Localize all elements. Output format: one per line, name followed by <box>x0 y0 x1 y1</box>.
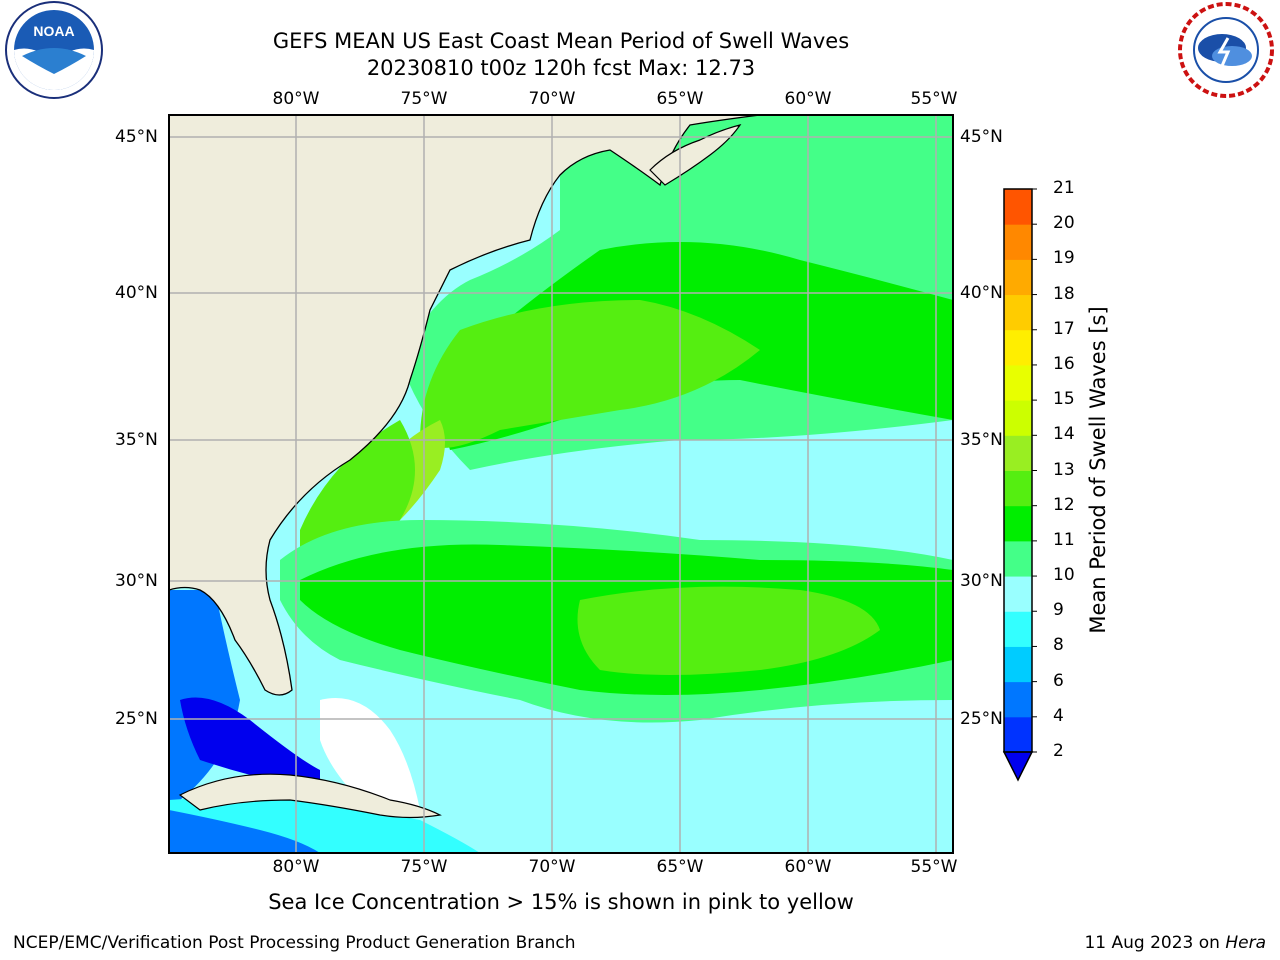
colorbar-tick-label: 8 <box>1053 635 1064 656</box>
colorbar-segment <box>1004 364 1032 401</box>
lat-label-right: 25°N <box>960 709 1003 729</box>
colorbar-extend-arrow <box>1002 751 1034 782</box>
lat-label-left: 25°N <box>115 709 158 729</box>
colorbar-segment <box>1004 400 1032 436</box>
field-bahamas-white <box>320 698 420 814</box>
map-area <box>169 115 953 853</box>
colorbar-title: Mean Period of Swell Waves [s] <box>1086 306 1110 634</box>
lon-label-bottom: 75°W <box>400 857 448 877</box>
ice-note: Sea Ice Concentration > 15% is shown in … <box>268 890 854 914</box>
field-band-north-12 <box>420 300 760 448</box>
map-frame <box>168 114 954 854</box>
colorbar-tick-label: 2 <box>1053 741 1064 761</box>
lon-label-bottom: 70°W <box>528 857 576 877</box>
lon-label-bottom: 60°W <box>784 857 832 877</box>
lat-label-right: 45°N <box>960 127 1003 147</box>
lon-label-top: 60°W <box>784 89 832 109</box>
field-caribbean-blue <box>169 810 320 853</box>
lat-label-right: 35°N <box>960 430 1003 450</box>
lat-label-left: 30°N <box>115 571 158 591</box>
colorbar-segment <box>1004 259 1032 296</box>
lat-label-left: 35°N <box>115 430 158 450</box>
land-cuba <box>178 773 442 819</box>
colorbar-segment <box>1004 505 1032 542</box>
date-stamp: 11 Aug 2023 on Hera <box>1084 933 1266 953</box>
colorbar-tick-label: 21 <box>1053 178 1075 198</box>
colorbar-segment <box>1004 329 1032 366</box>
colorbar-tick-label: 10 <box>1053 565 1075 586</box>
chart-title: GEFS MEAN US East Coast Mean Period of S… <box>272 29 850 53</box>
colorbar-tick-label: 11 <box>1053 529 1075 550</box>
colorbar-tick-label: 4 <box>1053 705 1064 726</box>
colorbar-segment <box>1004 716 1032 753</box>
lon-label-bottom: 55°W <box>910 857 958 877</box>
colorbar-segment <box>1004 681 1032 718</box>
nws-logo <box>1178 2 1274 98</box>
lon-label-bottom: 65°W <box>656 857 704 877</box>
machine-name: Hera <box>1225 933 1266 953</box>
lon-label-top: 70°W <box>528 89 576 109</box>
field-band-south-12 <box>577 586 880 675</box>
colorbar-tick-label: 12 <box>1053 494 1075 515</box>
lon-label-bottom: 80°W <box>272 857 320 877</box>
colorbar-segment <box>1004 435 1032 471</box>
colorbar-segment <box>1004 540 1032 577</box>
lat-label-right: 40°N <box>960 283 1003 303</box>
lon-label-top: 65°W <box>656 89 704 109</box>
colorbar-segment <box>1004 470 1032 507</box>
svg-text:NOAA: NOAA <box>33 23 74 39</box>
lat-label-left: 40°N <box>115 283 158 303</box>
colorbar-tick-label: 20 <box>1053 213 1075 234</box>
land-nova-scotia <box>649 124 742 186</box>
colorbar-segment <box>1004 611 1032 647</box>
colorbar-tick-label: 18 <box>1053 283 1075 304</box>
colorbar-tick-label: 16 <box>1053 353 1075 374</box>
credit-text: NCEP/EMC/Verification Post Processing Pr… <box>13 933 576 953</box>
colorbar-tick-label: 13 <box>1053 459 1075 480</box>
lat-label-right: 30°N <box>960 571 1003 591</box>
field-gulf-blue <box>180 697 320 790</box>
colorbar-tick-label: 15 <box>1053 389 1075 410</box>
colorbar-tick-label: 6 <box>1053 670 1064 691</box>
colorbar-segment <box>1004 646 1032 683</box>
colorbar-segment <box>1004 294 1032 331</box>
colorbar-segment <box>1004 189 1032 225</box>
gridlines <box>169 115 953 853</box>
colorbar-tick-label: 14 <box>1053 424 1075 445</box>
date-text: 11 Aug 2023 on <box>1084 933 1220 953</box>
colorbar-tick-label: 9 <box>1053 600 1064 621</box>
colorbar-tick-label: 19 <box>1053 248 1075 269</box>
lon-label-top: 75°W <box>400 89 448 109</box>
colorbar-segment <box>1004 576 1032 612</box>
lon-label-top: 55°W <box>910 89 958 109</box>
lon-label-top: 80°W <box>272 89 320 109</box>
chart-subtitle: 20230810 t00z 120h fcst Max: 12.73 <box>366 56 756 80</box>
colorbar <box>1002 188 1037 782</box>
land-north-america <box>169 115 761 696</box>
colorbar-tick-label: 17 <box>1053 318 1075 339</box>
lat-label-left: 45°N <box>115 127 158 147</box>
noaa-logo: NOAA <box>5 1 103 99</box>
colorbar-segment <box>1004 224 1032 260</box>
